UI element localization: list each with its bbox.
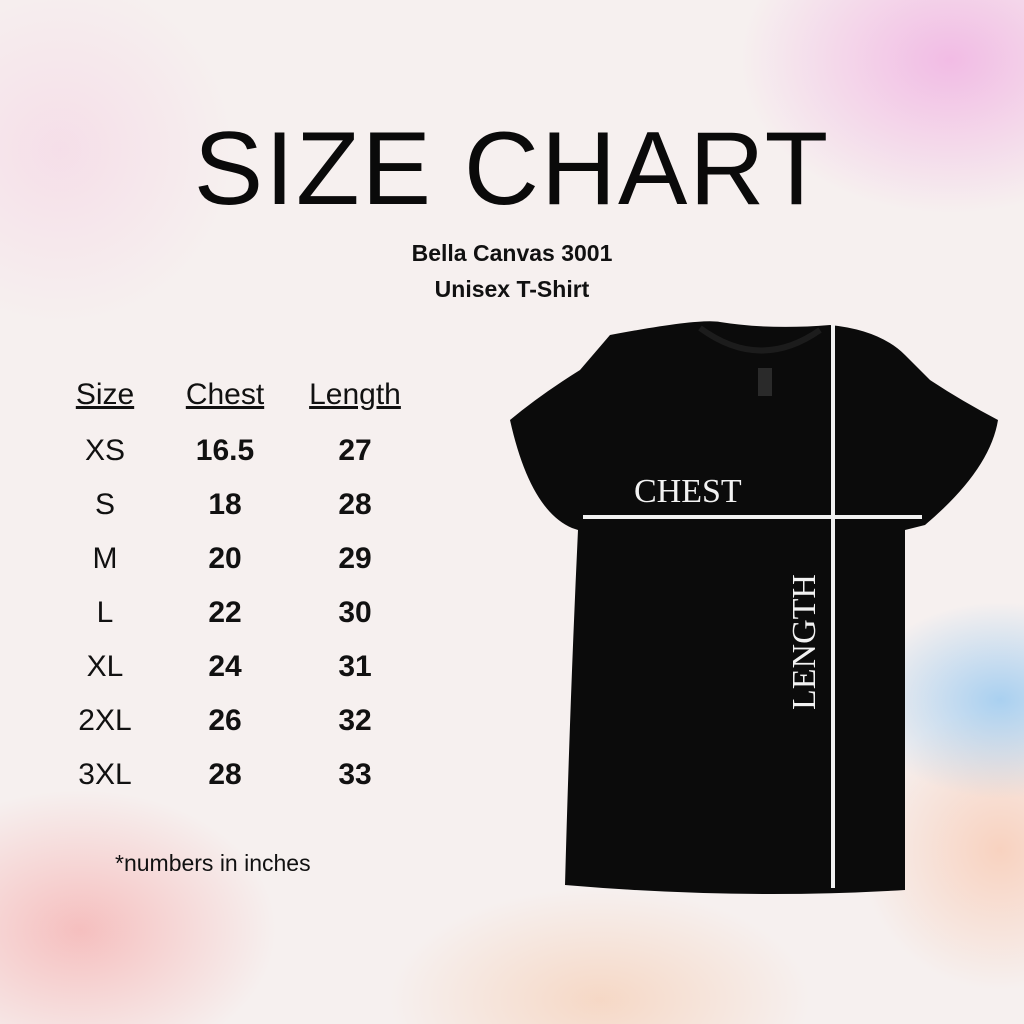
size-table: Size Chest Length XS 16.5 27 S 18 28 M 20 29 L 22 3… — [55, 378, 415, 802]
table-row: L 22 30 — [55, 586, 415, 640]
table-row: 2XL 26 32 — [55, 694, 415, 748]
chest-cell: 20 — [208, 542, 242, 575]
header-length: Length — [309, 378, 401, 411]
chest-cell: 26 — [208, 704, 242, 737]
page-title: SIZE CHART — [193, 111, 831, 227]
length-label: LENGTH — [786, 574, 823, 710]
product-name: Bella Canvas 3001 — [411, 240, 613, 266]
chest-cell: 16.5 — [195, 434, 255, 467]
units-note: *numbers in inches — [115, 850, 311, 876]
table-row: S 18 28 — [55, 478, 415, 532]
neck-label — [758, 368, 772, 396]
length-cell: 30 — [338, 596, 372, 629]
size-cell: L — [96, 596, 114, 629]
chest-cell: 28 — [208, 758, 242, 791]
size-cell: 3XL — [78, 758, 132, 791]
header-chest: Chest — [185, 378, 265, 411]
collar — [698, 325, 822, 354]
table-row: XS 16.5 27 — [55, 424, 415, 478]
header-size: Size — [75, 378, 135, 411]
length-cell: 31 — [338, 650, 372, 683]
size-cell: 2XL — [78, 704, 132, 737]
length-cell: 28 — [338, 488, 372, 521]
length-cell: 33 — [338, 758, 372, 791]
length-cell: 27 — [338, 434, 372, 467]
chest-cell: 22 — [208, 596, 242, 629]
table-row: XL 24 31 — [55, 640, 415, 694]
length-cell: 29 — [338, 542, 372, 575]
table-row: 3XL 28 33 — [55, 748, 415, 802]
chest-label: CHEST — [634, 473, 742, 510]
tshirt-shape — [510, 321, 998, 894]
size-cell: XL — [86, 650, 124, 683]
size-cell: XS — [84, 434, 126, 467]
size-cell: M — [92, 542, 118, 575]
table-row: M 20 29 — [55, 532, 415, 586]
length-cell: 32 — [338, 704, 372, 737]
product-type: Unisex T-Shirt — [434, 276, 590, 302]
table-header: Size Chest Length — [55, 378, 415, 424]
chest-cell: 24 — [208, 650, 242, 683]
size-cell: S — [94, 488, 115, 521]
chest-cell: 18 — [208, 488, 242, 521]
